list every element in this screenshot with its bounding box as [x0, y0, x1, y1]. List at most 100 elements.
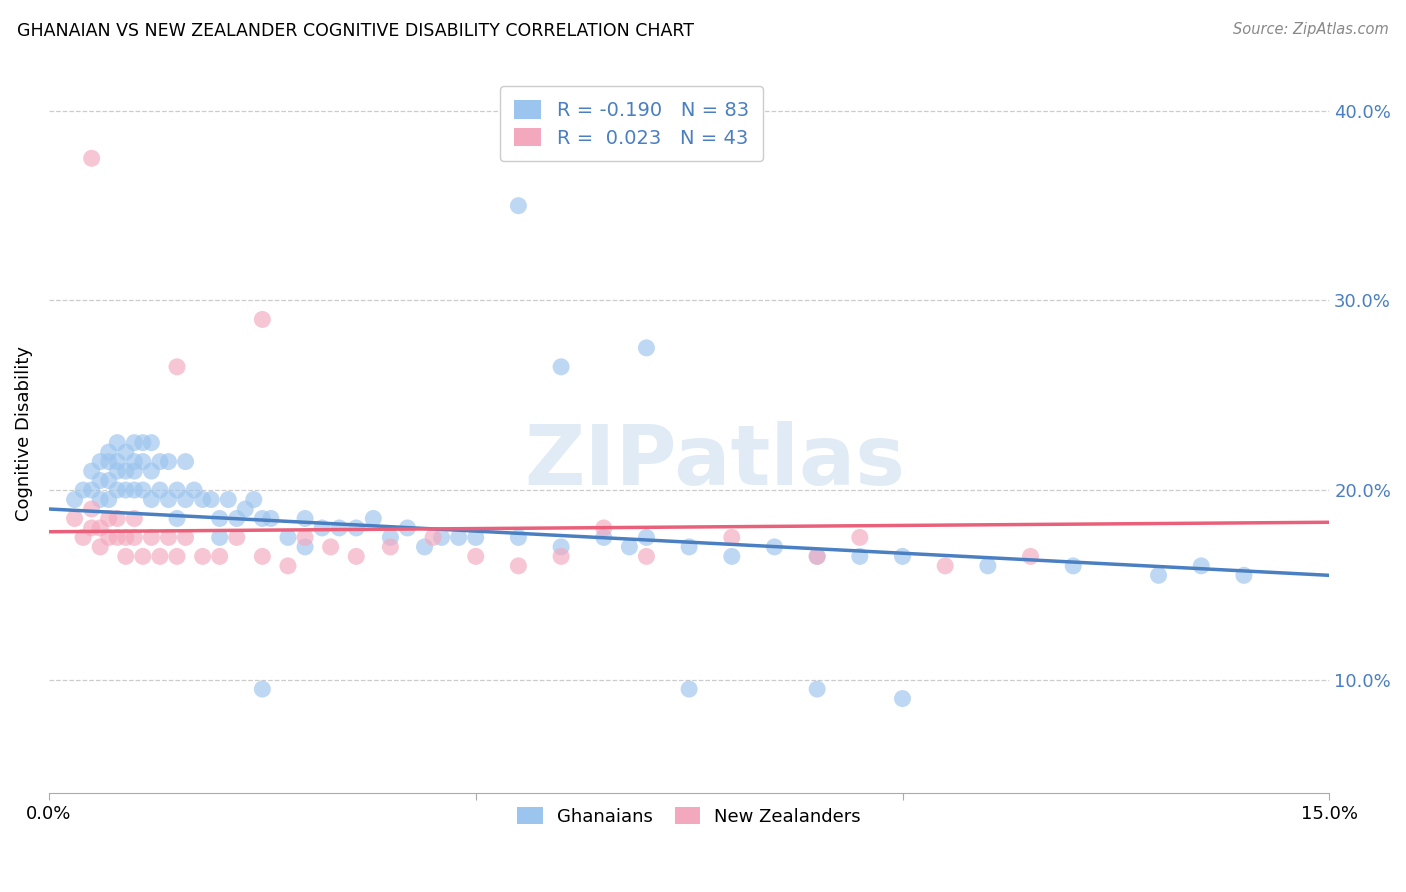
Point: [508, 530, 530, 544]
Point: [891, 549, 914, 564]
Point: [157, 530, 180, 544]
Point: [344, 521, 367, 535]
Point: [105, 464, 128, 478]
Text: ZIPatlas: ZIPatlas: [524, 422, 905, 502]
Point: [217, 492, 239, 507]
Point: [806, 682, 828, 697]
Point: [89, 454, 111, 468]
Point: [636, 549, 658, 564]
Point: [413, 540, 436, 554]
Point: [849, 549, 872, 564]
Point: [720, 549, 742, 564]
Point: [63, 511, 86, 525]
Point: [80, 521, 103, 535]
Text: GHANAIAN VS NEW ZEALANDER COGNITIVE DISABILITY CORRELATION CHART: GHANAIAN VS NEW ZEALANDER COGNITIVE DISA…: [17, 22, 695, 40]
Point: [1233, 568, 1256, 582]
Point: [243, 492, 266, 507]
Point: [344, 549, 367, 564]
Point: [977, 558, 1000, 573]
Point: [422, 530, 444, 544]
Point: [132, 435, 155, 450]
Point: [124, 454, 146, 468]
Point: [720, 530, 742, 544]
Point: [124, 435, 146, 450]
Point: [636, 341, 658, 355]
Point: [183, 483, 205, 497]
Point: [141, 435, 163, 450]
Text: Source: ZipAtlas.com: Source: ZipAtlas.com: [1233, 22, 1389, 37]
Point: [252, 312, 274, 326]
Point: [260, 511, 283, 525]
Point: [328, 521, 350, 535]
Point: [1062, 558, 1084, 573]
Point: [252, 549, 274, 564]
Point: [277, 558, 299, 573]
Point: [678, 682, 700, 697]
Point: [550, 359, 572, 374]
Point: [806, 549, 828, 564]
Point: [72, 530, 94, 544]
Point: [124, 530, 146, 544]
Point: [252, 511, 274, 525]
Point: [114, 483, 136, 497]
Point: [80, 502, 103, 516]
Point: [806, 549, 828, 564]
Point: [208, 549, 231, 564]
Point: [80, 483, 103, 497]
Point: [105, 435, 128, 450]
Point: [89, 474, 111, 488]
Point: [380, 540, 402, 554]
Point: [105, 530, 128, 544]
Point: [934, 558, 956, 573]
Point: [191, 549, 214, 564]
Point: [97, 530, 120, 544]
Point: [105, 454, 128, 468]
Point: [430, 530, 453, 544]
Point: [550, 540, 572, 554]
Point: [97, 454, 120, 468]
Point: [124, 511, 146, 525]
Point: [319, 540, 342, 554]
Legend: Ghanaians, New Zealanders: Ghanaians, New Zealanders: [509, 797, 870, 835]
Point: [157, 492, 180, 507]
Point: [1019, 549, 1042, 564]
Point: [80, 151, 103, 165]
Point: [508, 558, 530, 573]
Point: [114, 464, 136, 478]
Point: [464, 549, 486, 564]
Point: [105, 511, 128, 525]
Point: [252, 682, 274, 697]
Point: [149, 454, 172, 468]
Point: [132, 454, 155, 468]
Point: [550, 549, 572, 564]
Point: [619, 540, 641, 554]
Point: [277, 530, 299, 544]
Point: [141, 464, 163, 478]
Point: [1147, 568, 1170, 582]
Point: [166, 483, 188, 497]
Point: [132, 483, 155, 497]
Point: [166, 511, 188, 525]
Point: [678, 540, 700, 554]
Point: [592, 521, 614, 535]
Point: [447, 530, 470, 544]
Point: [166, 549, 188, 564]
Point: [891, 691, 914, 706]
Point: [63, 492, 86, 507]
Point: [97, 474, 120, 488]
Point: [89, 540, 111, 554]
Point: [200, 492, 222, 507]
Point: [132, 549, 155, 564]
Point: [294, 540, 316, 554]
Point: [141, 530, 163, 544]
Point: [191, 492, 214, 507]
Point: [208, 511, 231, 525]
Point: [72, 483, 94, 497]
Point: [80, 464, 103, 478]
Point: [89, 521, 111, 535]
Point: [396, 521, 419, 535]
Point: [508, 199, 530, 213]
Point: [294, 511, 316, 525]
Point: [208, 530, 231, 544]
Point: [294, 530, 316, 544]
